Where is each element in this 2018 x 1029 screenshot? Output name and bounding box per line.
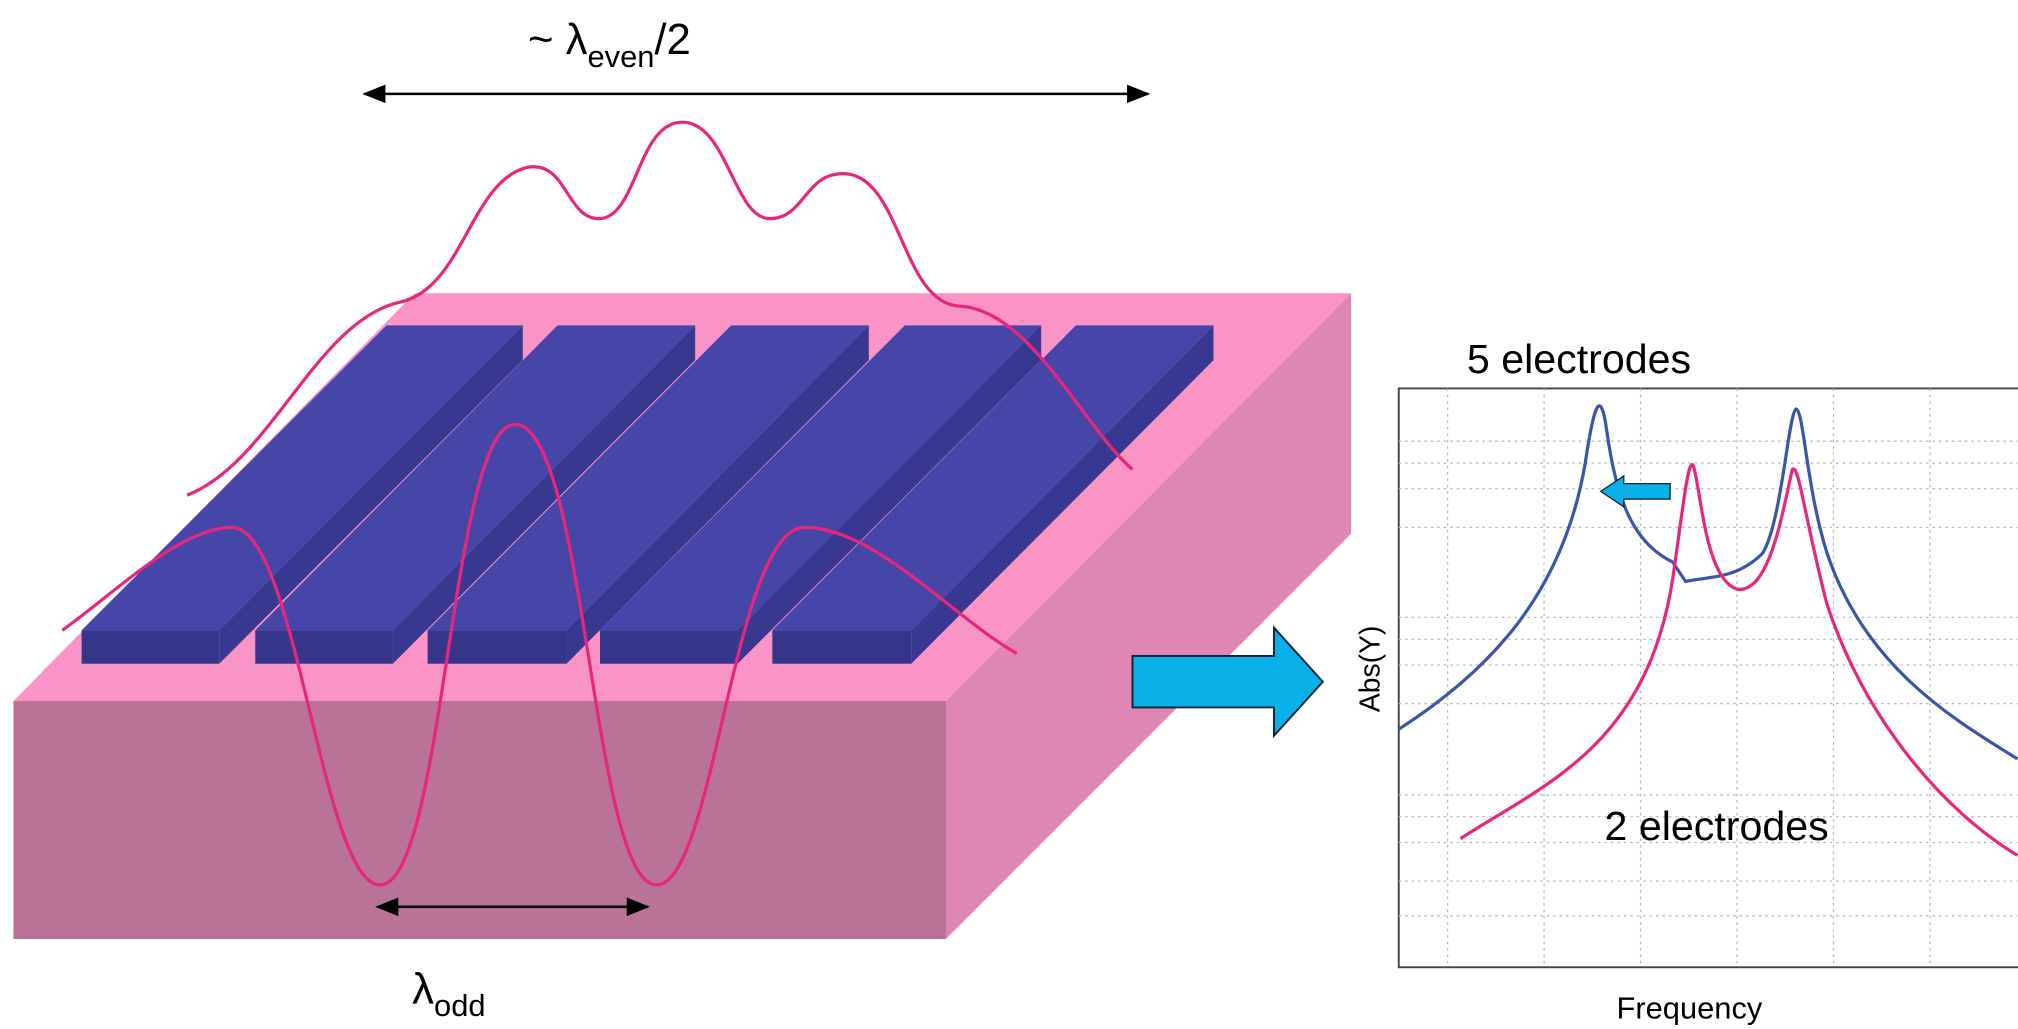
y-axis-label: Abs(Y) xyxy=(1353,626,1385,712)
diagram: ~ λeven/2 λodd 5 electrodes 2 electrodes… xyxy=(0,0,2018,1029)
odd-label: λodd xyxy=(412,964,485,1023)
curve-label: 2 electrodes xyxy=(1605,803,1829,849)
curve-label: 5 electrodes xyxy=(1467,336,1691,382)
even-label: ~ λeven/2 xyxy=(528,15,691,74)
x-axis-label: Frequency xyxy=(1617,991,1763,1026)
plot: 5 electrodes 2 electrodes Abs(Y) Frequen… xyxy=(1353,336,2018,1026)
